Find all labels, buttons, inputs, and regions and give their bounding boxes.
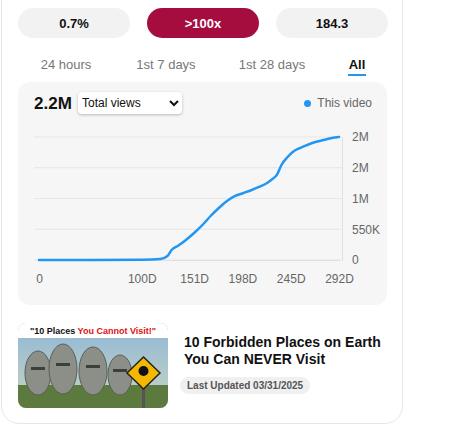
x-tick-label: 151D	[180, 272, 209, 286]
grid-line	[34, 137, 342, 138]
tab[interactable]: 1st 28 days	[239, 57, 306, 72]
grid-line	[34, 229, 342, 230]
thumb-statue-eyes	[31, 367, 45, 370]
tab[interactable]: 24 hours	[41, 57, 92, 72]
y-tick-label: 2M	[352, 161, 369, 175]
x-tick: 151D	[180, 260, 209, 286]
thumb-statue-eyes	[56, 363, 70, 366]
y-tick-label: 550K	[352, 223, 380, 237]
y-axis: 0 550K 1M 2M 2M	[342, 130, 380, 267]
grid-line	[34, 167, 342, 168]
thumb-text-part: "10 Places	[30, 326, 78, 336]
x-tick: 198D	[229, 260, 258, 286]
y-tick: 1M	[342, 192, 369, 206]
thumb-skull	[139, 366, 149, 376]
x-tick-label: 0	[36, 272, 43, 286]
y-tick: 2M	[342, 161, 369, 175]
x-tick: 292D	[325, 260, 354, 286]
stat-pill: 0.7%	[18, 8, 130, 38]
y-tick-label: 2M	[352, 130, 369, 144]
video-updated: Last Updated 03/31/2025	[180, 377, 310, 394]
grid-line	[34, 198, 342, 199]
y-tick-label: 0	[352, 253, 359, 267]
stat-pill: 184.3	[276, 8, 388, 38]
y-tick: 2M	[342, 130, 369, 144]
x-tick-label: 198D	[229, 272, 258, 286]
x-tick-label: 292D	[325, 272, 354, 286]
y-axis-line	[342, 138, 343, 261]
thumb-text: "10 Places You Cannot Visit!"	[30, 326, 156, 336]
thumb-statue	[79, 347, 107, 395]
thumb-sign	[127, 357, 160, 389]
x-tick: 100D	[128, 260, 157, 286]
metric-select[interactable]: Total views	[78, 92, 182, 114]
legend: This video	[304, 96, 372, 110]
grid	[34, 137, 342, 260]
thumbnail[interactable]: "10 Places You Cannot Visit!"	[18, 323, 168, 408]
thumb-text-part: You Cannot Visit!"	[78, 326, 156, 336]
thumb-statue-eyes	[113, 369, 127, 372]
y-tick: 550K	[342, 223, 380, 237]
stat-pill: >100x	[147, 8, 259, 38]
thumb-sky	[18, 323, 168, 408]
chart-panel: 0 100D 151D 198D 245D 292D 0 550K 1M 2M 2M 2.2M Tota…	[18, 82, 387, 305]
thumb-statue	[25, 351, 51, 395]
legend-dot	[304, 100, 311, 107]
thumb-statue-eyes	[86, 365, 100, 368]
total-views: 2.2M	[34, 94, 72, 114]
series-line	[39, 137, 339, 260]
tab[interactable]: All	[349, 57, 366, 72]
video-title[interactable]: 10 Forbidden Places on Earth You Can NEV…	[184, 334, 394, 368]
x-tick: 245D	[277, 260, 306, 286]
x-tick: 0	[36, 260, 43, 286]
x-tick-label: 100D	[128, 272, 157, 286]
tab[interactable]: 1st 7 days	[136, 57, 195, 72]
chart: 0 100D 151D 198D 245D 292D 0 550K 1M 2M 2M	[18, 82, 387, 305]
x-tick-label: 245D	[277, 272, 306, 286]
x-axis: 0 100D 151D 198D 245D 292D	[36, 260, 354, 286]
plot-area	[39, 137, 339, 260]
legend-label: This video	[317, 96, 372, 110]
thumb-banner	[18, 323, 168, 338]
thumb-statue	[49, 344, 77, 394]
y-tick: 0	[342, 253, 359, 267]
y-tick-label: 1M	[352, 192, 369, 206]
tab-underline	[348, 74, 367, 76]
